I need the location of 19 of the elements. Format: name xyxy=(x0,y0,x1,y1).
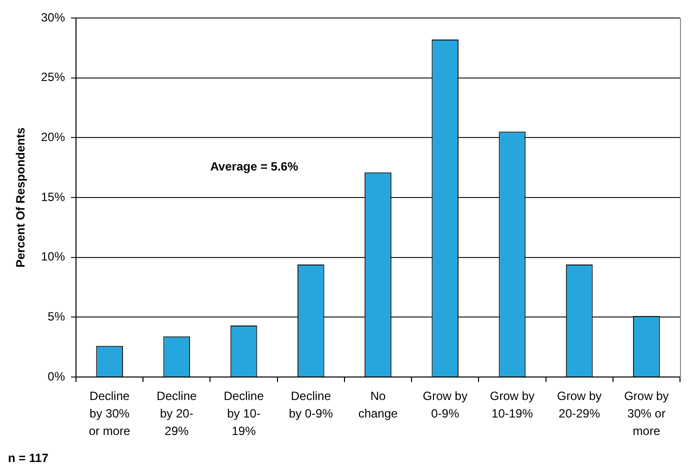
text: n = 117 xyxy=(8,451,49,465)
x-tick-label: No change xyxy=(358,389,398,420)
x-tick-label: Grow by 20-29% xyxy=(556,389,602,420)
x-tick-label: Decline by 30% or more xyxy=(88,389,131,438)
x-tick-label: Grow by 0-9% xyxy=(422,389,468,420)
x-tick-label: Grow by 30% or more xyxy=(624,389,669,438)
x-tick-label: Decline by 0-9% xyxy=(288,389,334,420)
y-tick-label: 5% xyxy=(48,309,66,324)
y-tick-label: 20% xyxy=(40,130,66,144)
x-tick-label: Decline by 10-19% xyxy=(224,389,264,438)
annotation: Average = 5.6% xyxy=(210,159,298,174)
y-tick-label: 10% xyxy=(40,250,66,264)
y-tick-label: 30% xyxy=(40,10,66,24)
x-tick-label: Decline by 20-29% xyxy=(156,389,197,438)
y-axis-title: Percent Of Respondents xyxy=(14,127,28,268)
x-tick-label: Grow by 10-19% xyxy=(490,389,535,420)
y-tick-label: 0% xyxy=(48,369,66,384)
y-tick-label: 25% xyxy=(40,70,66,84)
y-tick-label: 15% xyxy=(40,190,66,204)
